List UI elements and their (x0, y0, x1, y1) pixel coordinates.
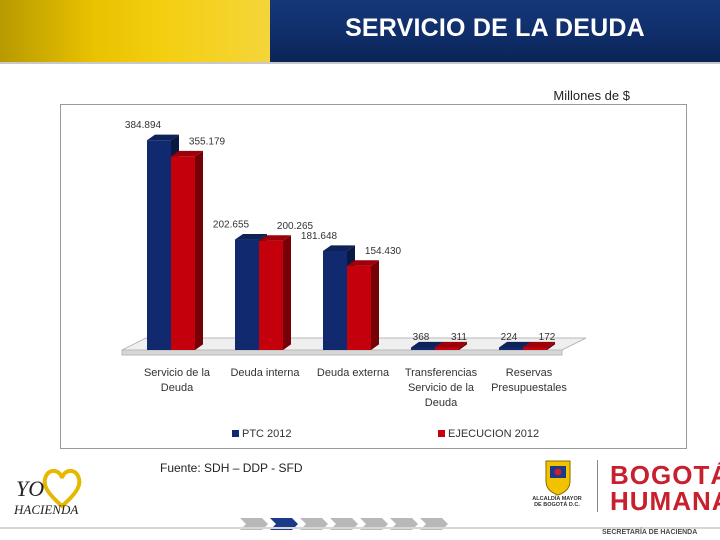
bar-top-ejec (259, 235, 291, 241)
logo-yo-text: YO (16, 476, 44, 501)
secretaria-label: SECRETARÍA DE HACIENDA (602, 529, 698, 536)
bar-side-ejec (547, 341, 555, 350)
source-note: Fuente: SDH – DDP - SFD (160, 461, 303, 475)
legend-label: PTC 2012 (242, 428, 292, 440)
category-label: Servicio de la (144, 367, 211, 379)
bar-side-ejec (459, 341, 467, 350)
bar-ejec (523, 347, 547, 350)
logo-separator (597, 460, 598, 512)
bar-value-label: 384.894 (125, 120, 162, 131)
legend-swatch (232, 430, 239, 437)
bogota-logo-line-2: HUMANA (610, 486, 720, 516)
category-label: Presupuestales (491, 382, 567, 394)
bar-value-label: 202.655 (213, 220, 250, 231)
category-label: Deuda externa (317, 367, 390, 379)
logo-hacienda-text: HACIENDA (13, 502, 78, 517)
bar-value-label: 154.430 (365, 246, 402, 257)
bar-top-ptc (147, 134, 179, 141)
bar-top-ptc (411, 341, 443, 348)
page-title: SERVICIO DE LA DEUDA (345, 14, 645, 42)
category-label: Deuda interna (230, 367, 300, 379)
bar-value-label: 200.265 (277, 221, 314, 232)
bar-ptc (147, 140, 171, 350)
category-label: Reservas (506, 367, 553, 379)
bar-side-ejec (195, 150, 203, 350)
footer-divider (0, 527, 720, 529)
bar-top-ejec (347, 260, 379, 266)
bar-ejec (171, 156, 195, 350)
bogota-logo-line-1: BOGOTÁ (610, 460, 720, 490)
category-label: Deuda (425, 397, 458, 409)
alcaldia-line-1: ALCALDÍA MAYOR (532, 496, 582, 502)
chart-floor-edge (121, 349, 563, 356)
coat-of-arms-icon (545, 460, 571, 496)
header-blue-band (270, 0, 720, 62)
alcaldia-line-2: DE BOGOTÁ D.C. (534, 502, 580, 508)
bar-ejec (435, 347, 459, 350)
bar-top-ptc (499, 341, 531, 348)
header-divider (0, 62, 720, 64)
bar-side-ejec (371, 260, 379, 350)
heart-icon (42, 469, 82, 509)
bar-ejec (259, 240, 283, 350)
category-label: Transferencias (405, 367, 478, 379)
bar-ejec (347, 265, 371, 350)
bar-value-label: 311 (451, 332, 467, 343)
bar-value-label: 172 (539, 332, 556, 343)
progress-chevrons (240, 518, 448, 530)
bar-top-ejec (171, 150, 203, 157)
debt-service-chart: 384.894 355.179 Servicio de la Deuda 202.655… (121, 120, 587, 440)
bar-top-ejec (435, 341, 467, 348)
units-label: Millones de $ (553, 88, 630, 103)
bar-ptc (411, 347, 435, 350)
bar-value-label: 368 (413, 332, 430, 343)
bar-side-ejec (283, 235, 291, 350)
bar-top-ejec (523, 341, 555, 348)
bar-top-ptc (235, 233, 267, 240)
bar-top-ptc (323, 245, 355, 252)
category-label: Deuda (161, 382, 194, 394)
legend-swatch (438, 430, 445, 437)
header-gold-band (0, 0, 270, 62)
legend-label: EJECUCION 2012 (448, 428, 539, 440)
yo-hacienda-logo: YO HACIENDA (13, 469, 82, 517)
alcaldia-label: ALCALDÍA MAYOR DE BOGOTÁ D.C. (524, 496, 590, 508)
bar-ptc (235, 239, 259, 350)
bar-value-label: 355.179 (189, 136, 226, 147)
bar-ptc (323, 251, 347, 350)
bar-value-label: 181.648 (301, 231, 338, 242)
bar-ptc (499, 347, 523, 350)
bar-value-label: 224 (501, 332, 518, 343)
category-label: Servicio de la (408, 382, 475, 394)
